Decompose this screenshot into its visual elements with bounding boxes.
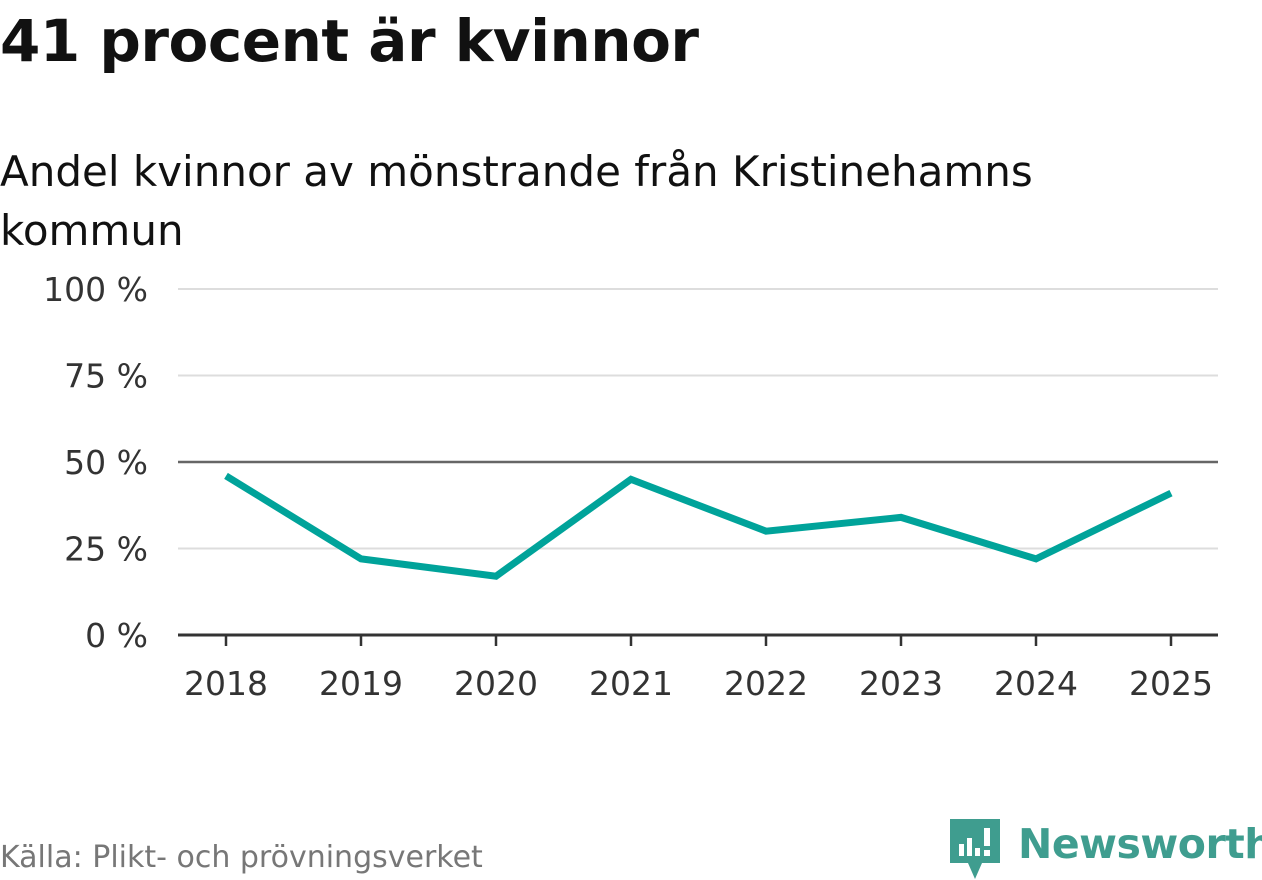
x-tick-label: 2022 — [724, 664, 808, 703]
y-tick-label: 50 % — [64, 443, 148, 482]
newsworthy-logo-icon — [950, 819, 1000, 879]
x-tick-label: 2021 — [589, 664, 673, 703]
chart-subtitle: Andel kvinnor av mönstrande från Kristin… — [0, 147, 1033, 255]
series-line — [224, 472, 1173, 580]
x-tick-label: 2024 — [994, 664, 1078, 703]
x-tick-label: 2018 — [184, 664, 268, 703]
chart-title: 41 procent är kvinnor — [0, 7, 699, 75]
x-tick-label: 2019 — [319, 664, 403, 703]
x-axis: 2018 2019 2020 2021 2022 2023 2024 2025 — [178, 633, 1218, 703]
source-note: Källa: Plikt- och prövningsverket — [0, 840, 483, 875]
x-tick-label: 2023 — [859, 664, 943, 703]
y-tick-label: 100 % — [43, 270, 148, 309]
brand: Newsworthy — [950, 818, 1262, 880]
brand-name: Newsworthy — [1018, 820, 1262, 868]
x-tick-label: 2020 — [454, 664, 538, 703]
gridlines — [178, 288, 1218, 550]
y-tick-label: 75 % — [64, 357, 148, 396]
y-tick-label: 25 % — [64, 530, 148, 569]
y-axis-ticks: 0 % 25 % 50 % 75 % 100 % — [43, 270, 148, 655]
x-tick-label: 2025 — [1129, 664, 1213, 703]
series — [224, 472, 1173, 580]
y-tick-label: 0 % — [85, 616, 148, 655]
